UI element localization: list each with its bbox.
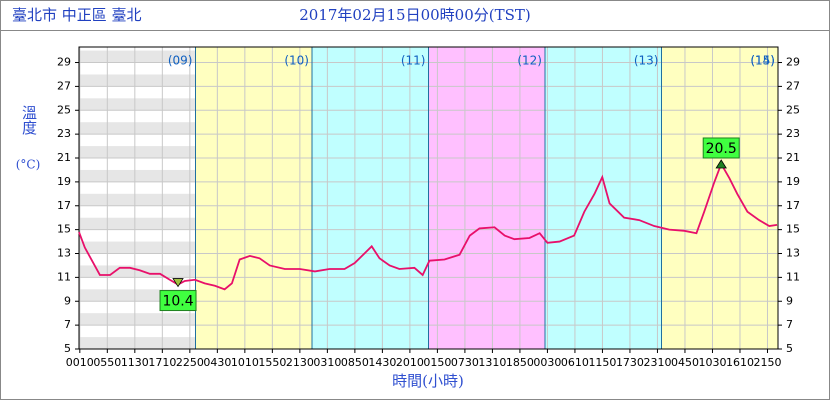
y-tick-label: 25 [57, 103, 71, 116]
x-tick-label: 2250 [176, 356, 204, 369]
x-axis-label: 時間(小時) [392, 372, 464, 390]
stripe [79, 169, 196, 182]
location: 臺北市 中正區 臺北 [12, 6, 142, 24]
stripe [79, 74, 196, 87]
x-tick-label: 1710 [148, 356, 176, 369]
x-tick-label: 1730 [616, 356, 644, 369]
day-band [545, 47, 662, 349]
y2-tick-label: 19 [786, 175, 800, 188]
x-tick-label: 1150 [588, 356, 616, 369]
y-tick-label: 21 [57, 151, 71, 164]
x-tick-label: 1550 [258, 356, 286, 369]
y2-tick-label: 29 [786, 56, 800, 69]
day-label: (09) [168, 54, 193, 68]
stripe [79, 50, 196, 63]
x-tick-label: 2010 [396, 356, 424, 369]
y-tick-label: 5 [64, 342, 71, 355]
x-tick-label: 0310 [313, 356, 341, 369]
y2-tick-label: 13 [786, 247, 800, 260]
stripe [79, 241, 196, 254]
stripe [79, 122, 196, 135]
stripe [79, 217, 196, 230]
day-label: (11) [401, 54, 426, 68]
x-tick-label: 0610 [561, 356, 589, 369]
extreme-marker [715, 159, 727, 169]
y-tick-label: 19 [57, 175, 71, 188]
x-tick-label: 1430 [368, 356, 396, 369]
day-label: (12) [517, 54, 542, 68]
y-tick-label: 15 [57, 223, 71, 236]
y2-tick-label: 17 [786, 199, 800, 212]
extreme-marker [172, 278, 184, 288]
y2-tick-label: 5 [786, 342, 793, 355]
extreme-box [159, 290, 197, 312]
stripe [79, 265, 196, 278]
extreme-box [702, 137, 740, 159]
stripe [79, 98, 196, 111]
day-band [195, 47, 312, 349]
y-tick-label: 27 [57, 79, 71, 92]
x-tick-label: 0450 [671, 356, 699, 369]
x-tick-label: 1010 [231, 356, 259, 369]
extreme-label: 20.5 [706, 141, 737, 157]
y-tick-label: 7 [64, 318, 71, 331]
y-tick-label: 17 [57, 199, 71, 212]
x-tick-label: 0730 [451, 356, 479, 369]
y-tick-label: 29 [57, 56, 71, 69]
x-tick-label: 1610 [726, 356, 754, 369]
y-tick-label: 9 [64, 294, 71, 307]
extreme-label: 10.4 [162, 294, 193, 310]
x-tick-label: 1310 [478, 356, 506, 369]
y-axis-unit: (°C) [16, 158, 41, 172]
x-tick-label: 0150 [423, 356, 451, 369]
day-label: (15) [750, 54, 775, 68]
temperature-line [78, 161, 778, 291]
stripe [79, 337, 196, 349]
y2-tick-label: 7 [786, 318, 793, 331]
x-tick-label: 0430 [203, 356, 231, 369]
stripe [79, 289, 196, 302]
stripe [79, 146, 196, 159]
y2-tick-label: 9 [786, 294, 793, 307]
x-tick-label: 1130 [121, 356, 149, 369]
x-tick-label: 1030 [698, 356, 726, 369]
plot-border [78, 46, 779, 350]
day-label: (13) [634, 54, 659, 68]
y-axis-label: 溫度 [20, 105, 38, 135]
day-label: (10) [284, 54, 309, 68]
y-tick-label: 13 [57, 247, 71, 260]
y2-tick-label: 27 [786, 79, 800, 92]
y2-tick-label: 21 [786, 151, 800, 164]
y-tick-label: 11 [57, 270, 71, 283]
plot [79, 47, 778, 350]
day-band [661, 47, 778, 349]
day-label: (14) [750, 54, 775, 68]
x-tick-label: 0030 [533, 356, 561, 369]
y2-tick-label: 11 [786, 270, 800, 283]
y-tick-label: 23 [57, 127, 71, 140]
stripe [79, 313, 196, 326]
y2-tick-label: 25 [786, 103, 800, 116]
y2-tick-label: 23 [786, 127, 800, 140]
day-band [428, 47, 545, 349]
x-tick-label: 2150 [753, 356, 781, 369]
x-tick-label: 0550 [93, 356, 121, 369]
x-tick-label: 1850 [506, 356, 534, 369]
day-band [312, 47, 429, 349]
y2-tick-label: 15 [786, 223, 800, 236]
x-tick-label: 2310 [643, 356, 671, 369]
x-tick-label: 0850 [341, 356, 369, 369]
chart-title: 2017年02月15日00時00分(TST) [299, 6, 531, 24]
stripe [79, 193, 196, 206]
x-tick-label: 0010 [66, 356, 94, 369]
x-tick-label: 2130 [286, 356, 314, 369]
